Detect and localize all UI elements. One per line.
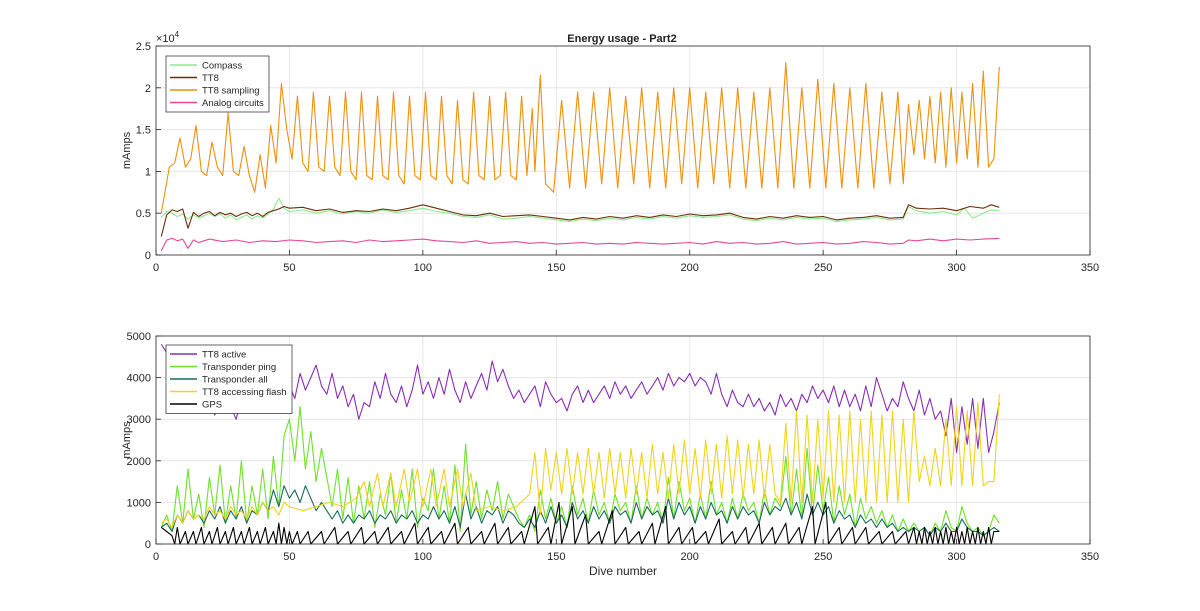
bottom-x-tick-label: 100: [414, 551, 432, 563]
top-x-tick-label: 350: [1081, 262, 1099, 274]
bottom-x-tick-label: 0: [153, 551, 159, 563]
figure-title: Energy usage - Part2: [567, 33, 676, 45]
bottom-series-line-gps: [160, 501, 1000, 545]
bottom-x-tick-label: 200: [681, 551, 699, 563]
top-x-tick-label: 150: [547, 262, 565, 274]
bottom-y-tick-label: 5000: [127, 331, 151, 343]
bottom-legend-label: Transponder all: [202, 375, 268, 386]
top-legend-label: Analog circuits: [202, 98, 264, 109]
bottom-y-tick-label: 4000: [127, 373, 151, 385]
top-x-tick-label: 50: [283, 262, 295, 274]
bottom-y-axis-label: mAmps: [121, 421, 133, 459]
top-series-line-tt8-sampling: [160, 62, 1000, 214]
bottom-legend-label: TT8 active: [202, 350, 246, 361]
bottom-plot: 0 50 100 150 200 250 300 350 0 1000 2000 3000 4000 50…: [121, 331, 1099, 578]
bottom-x-tick-label: 350: [1081, 551, 1099, 563]
top-series-line-tt8: [160, 204, 1000, 237]
top-x-tick-label: 200: [681, 262, 699, 274]
top-x-tick-label: 250: [814, 262, 832, 274]
top-x-tick-label: 0: [153, 262, 159, 274]
bottom-series-line-tt8-accessing-flash: [160, 394, 1000, 528]
top-y-tick-label: 2.5: [136, 41, 151, 53]
top-plot-area: [156, 46, 1090, 255]
top-y-tick-label: 1: [145, 166, 151, 178]
bottom-legend-label: Transponder ping: [202, 362, 276, 373]
top-axes-box: [155, 45, 1091, 256]
bottom-x-tick-label: 50: [283, 551, 295, 563]
top-y-tick-label: 1.5: [136, 125, 151, 137]
bottom-x-axis-label: Dive number: [589, 564, 657, 578]
top-y-exponent: ×104: [156, 30, 180, 45]
bottom-y-tick-label: 0: [145, 539, 151, 551]
bottom-series-line-transponder-ping: [160, 406, 1000, 537]
top-y-axis-label: mAmps: [121, 131, 133, 169]
bottom-x-tick-label: 250: [814, 551, 832, 563]
top-legend-label: Compass: [202, 61, 242, 72]
bottom-y-tick-label: 1000: [127, 497, 151, 509]
bottom-series-line-transponder-all: [160, 485, 1000, 537]
top-x-tick-label: 100: [414, 262, 432, 274]
top-y-tick-label: 0.5: [136, 208, 151, 220]
top-x-tick-label: 300: [947, 262, 965, 274]
top-y-exponent-power: 4: [175, 30, 180, 39]
top-legend-label: TT8 sampling: [202, 86, 260, 97]
top-series-line-analog-circuits: [160, 237, 1000, 252]
bottom-y-tick-label: 2000: [127, 456, 151, 468]
bottom-legend-label: GPS: [202, 400, 222, 411]
bottom-legend-label: TT8 accessing flash: [202, 387, 286, 398]
bottom-y-tick-label: 3000: [127, 414, 151, 426]
bottom-series-line-tt8-active: [160, 344, 1000, 454]
top-legend-label: TT8: [202, 73, 219, 84]
top-series-line-compass: [160, 197, 1000, 223]
top-plot: 0 50 100 150 200 250 300 350 0 0.5 1 1.5 2 2.5 ×104 mAm…: [121, 30, 1099, 274]
bottom-x-tick-label: 300: [947, 551, 965, 563]
bottom-axes-box: [155, 335, 1091, 545]
top-y-tick-label: 0: [145, 250, 151, 262]
bottom-x-tick-label: 150: [547, 551, 565, 563]
top-y-tick-label: 2: [145, 83, 151, 95]
